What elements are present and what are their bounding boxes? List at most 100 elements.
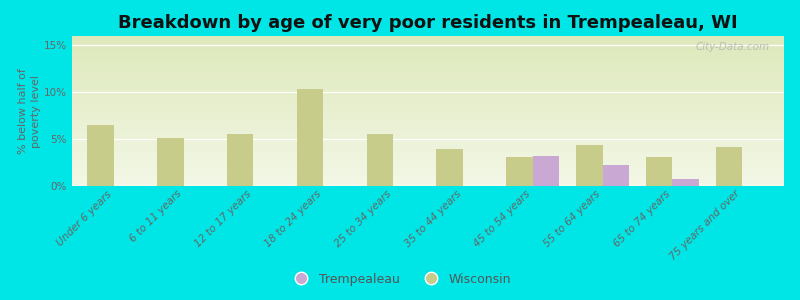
Bar [72, 75, 784, 76]
Bar [72, 165, 784, 166]
Bar [72, 129, 784, 130]
Bar [72, 90, 784, 92]
Bar [72, 118, 784, 120]
Bar [72, 136, 784, 138]
Bar [72, 51, 784, 52]
Bar [72, 176, 784, 177]
Bar [72, 154, 784, 156]
Bar [72, 117, 784, 118]
Bar [157, 138, 184, 186]
Bar [72, 144, 784, 146]
Title: Breakdown by age of very poor residents in Trempealeau, WI: Breakdown by age of very poor residents … [118, 14, 738, 32]
Bar [72, 102, 784, 104]
Bar [72, 178, 784, 180]
Bar [672, 178, 699, 186]
Text: City-Data.com: City-Data.com [696, 42, 770, 52]
Bar [72, 88, 784, 90]
Bar [72, 54, 784, 56]
Bar [72, 135, 784, 136]
Bar [72, 158, 784, 159]
Bar [576, 145, 602, 186]
Bar [72, 80, 784, 81]
Bar [72, 81, 784, 82]
Bar [72, 74, 784, 75]
Bar [72, 103, 784, 105]
Bar [72, 50, 784, 51]
Bar [72, 124, 784, 126]
Bar [72, 138, 784, 140]
Bar [72, 171, 784, 172]
Bar [72, 108, 784, 110]
Bar [72, 123, 784, 124]
Bar [72, 164, 784, 165]
Bar [72, 168, 784, 170]
Bar [72, 106, 784, 108]
Bar [297, 88, 323, 186]
Bar [72, 130, 784, 132]
Bar [72, 140, 784, 141]
Bar [72, 76, 784, 78]
Bar [72, 44, 784, 45]
Bar [715, 147, 742, 186]
Bar [366, 134, 393, 186]
Bar [72, 58, 784, 60]
Bar [506, 157, 533, 186]
Bar [72, 169, 784, 171]
Bar [72, 48, 784, 50]
Bar [72, 85, 784, 87]
Bar [72, 105, 784, 106]
Bar [72, 69, 784, 70]
Bar [72, 112, 784, 114]
Bar [72, 122, 784, 123]
Bar [72, 94, 784, 96]
Bar [87, 125, 114, 186]
Bar [72, 182, 784, 183]
Bar [72, 40, 784, 42]
Bar [72, 93, 784, 94]
Bar [72, 84, 784, 86]
Bar [72, 141, 784, 142]
Bar [72, 147, 784, 148]
Bar [72, 174, 784, 176]
Bar [436, 149, 463, 186]
Bar [72, 134, 784, 135]
Bar [72, 148, 784, 150]
Bar [72, 153, 784, 154]
Bar [72, 160, 784, 162]
Bar [72, 142, 784, 144]
Bar [72, 100, 784, 102]
Bar [72, 92, 784, 93]
Bar [72, 180, 784, 182]
Bar [72, 162, 784, 164]
Bar [72, 126, 784, 128]
Bar [72, 70, 784, 72]
Bar [72, 177, 784, 178]
Bar [72, 159, 784, 160]
Bar [72, 52, 784, 54]
Bar [227, 134, 254, 186]
Bar [72, 46, 784, 48]
Bar [72, 184, 784, 186]
Bar [602, 165, 629, 186]
Bar [72, 146, 784, 147]
Bar [72, 38, 784, 39]
Bar [72, 114, 784, 116]
Bar [72, 56, 784, 57]
Bar [72, 87, 784, 88]
Bar [72, 132, 784, 134]
Bar [72, 68, 784, 69]
Bar [72, 64, 784, 66]
Bar [72, 82, 784, 84]
Bar [72, 98, 784, 99]
Bar [72, 99, 784, 100]
Bar [72, 120, 784, 122]
Bar [72, 128, 784, 129]
Bar [72, 61, 784, 63]
Bar [72, 42, 784, 44]
Bar [72, 156, 784, 158]
Bar [72, 96, 784, 98]
Bar [72, 63, 784, 64]
Bar [72, 110, 784, 111]
Bar [72, 36, 784, 38]
Bar [533, 156, 559, 186]
